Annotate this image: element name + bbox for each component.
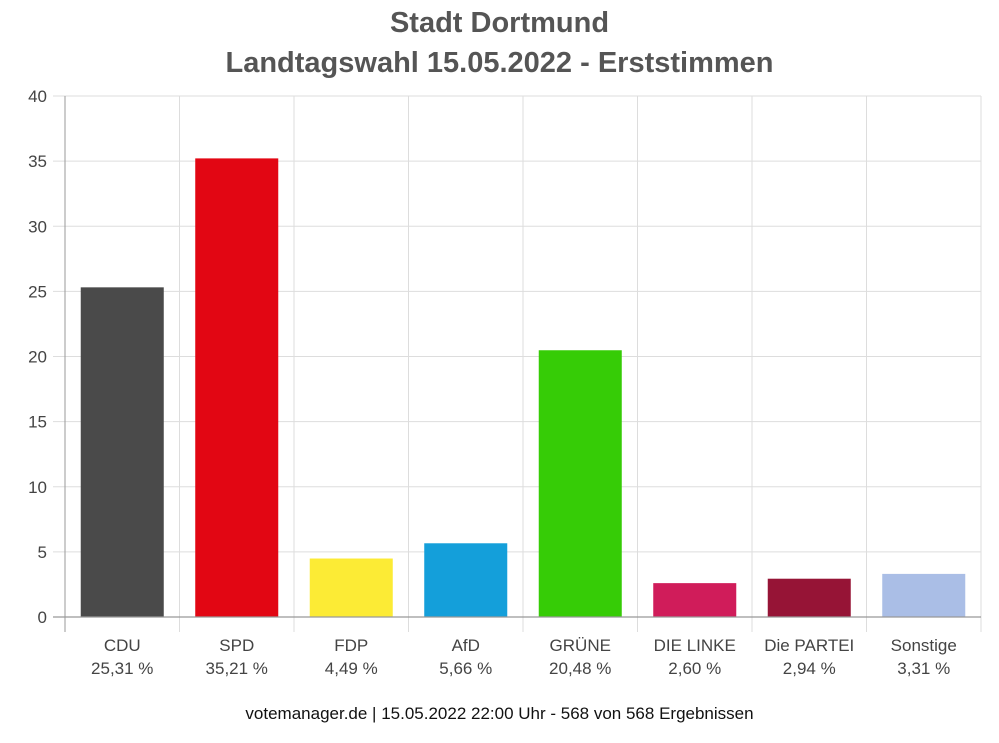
bar-spd: [195, 158, 279, 617]
y-tick-label: 25: [28, 282, 47, 301]
x-category-label: AfD: [452, 636, 480, 655]
x-value-label: 5,66 %: [439, 659, 492, 678]
x-value-label: 4,49 %: [325, 659, 378, 678]
bar-sonstige: [882, 573, 966, 617]
y-tick-label: 30: [28, 217, 47, 236]
x-axis-labels: CDU 25,31 % SPD 35,21 % FDP 4,49 % AfD 5,66 % GR…: [91, 636, 957, 678]
x-value-label: 2,60 %: [668, 659, 721, 678]
x-category-label: SPD: [219, 636, 254, 655]
x-value-label: 35,21 %: [206, 659, 268, 678]
x-category-label: DIE LINKE: [654, 636, 736, 655]
bar-fdp: [309, 558, 393, 617]
chart-subtitle: Landtagswahl 15.05.2022 - Erststimmen: [225, 47, 774, 79]
chart-title: Stadt Dortmund: [389, 7, 610, 39]
y-tick-label: 5: [38, 543, 47, 562]
x-category-label: FDP: [334, 636, 368, 655]
x-category-label: Die PARTEI: [764, 636, 854, 655]
y-tick-label: 0: [38, 608, 47, 627]
bar-gr-ne: [538, 350, 622, 617]
y-tick-label: 10: [28, 478, 47, 497]
x-value-label: 2,94 %: [783, 659, 836, 678]
y-axis-ticks: 0 5 10 15 20 25 30 35 40: [28, 87, 47, 627]
x-value-label: 20,48 %: [549, 659, 611, 678]
y-tick-label: 40: [28, 87, 47, 106]
bar-die-linke: [653, 583, 737, 617]
x-value-label: 25,31 %: [91, 659, 153, 678]
bar-cdu: [80, 287, 164, 617]
x-category-label: Sonstige: [891, 636, 957, 655]
bar-chart: 0 5 10 15 20 25 30 35 40 CDU 25,31 % SPD 35,21 % FDP…: [28, 87, 982, 678]
y-tick-label: 35: [28, 152, 47, 171]
footer-source: votemanager.de | 15.05.2022 22:00 Uhr - …: [245, 704, 754, 723]
y-tick-label: 20: [28, 348, 47, 367]
grid: [53, 95, 982, 632]
x-value-label: 3,31 %: [897, 659, 950, 678]
x-category-label: CDU: [104, 636, 141, 655]
bars: [80, 158, 966, 617]
x-category-label: GRÜNE: [550, 636, 611, 655]
y-tick-label: 15: [28, 413, 47, 432]
bar-die-partei: [767, 578, 851, 617]
bar-afd: [424, 543, 508, 617]
